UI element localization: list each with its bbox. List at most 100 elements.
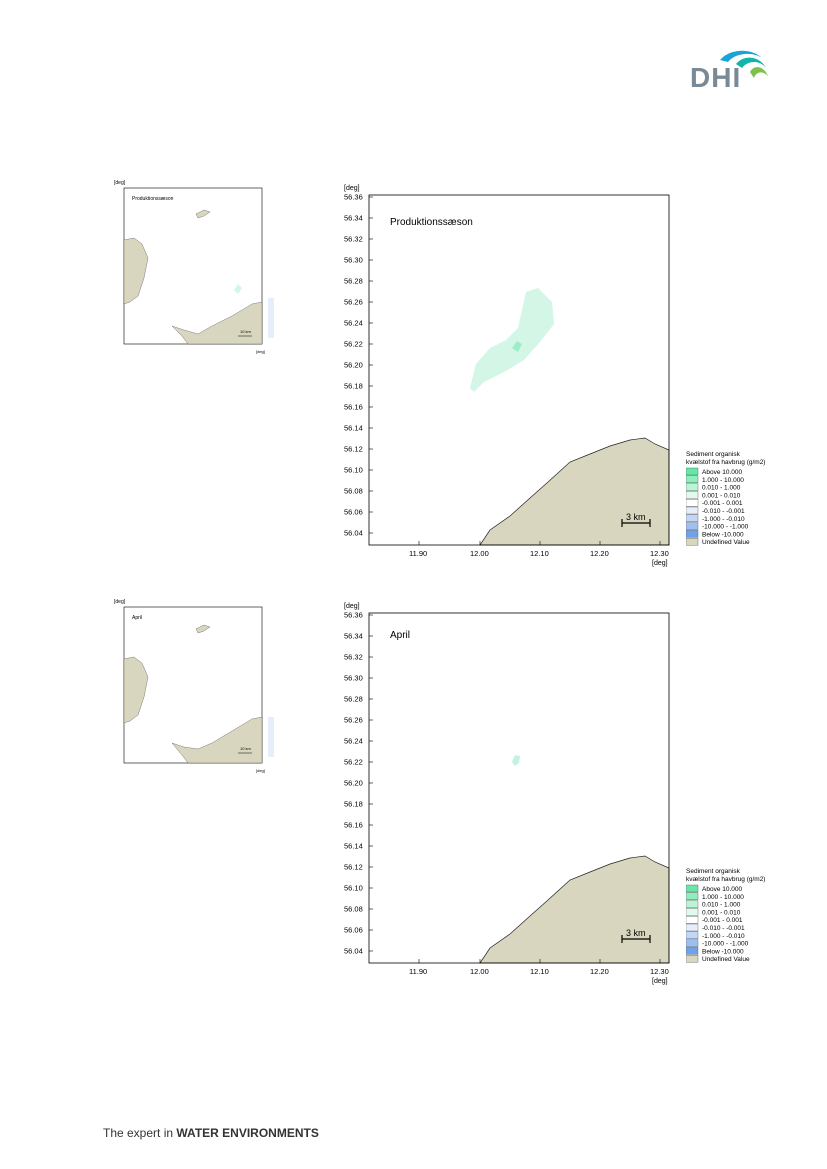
axis-unit-top: [deg] xyxy=(344,185,360,192)
legend-swatch xyxy=(685,499,699,507)
y-tick-label: 56.08 xyxy=(344,487,363,496)
y-tick-label: 56.36 xyxy=(344,193,363,202)
legend-swatch xyxy=(685,939,699,947)
overview-title: April xyxy=(132,615,142,621)
legend-swatch xyxy=(685,537,699,546)
x-tick-label: 12.20 xyxy=(590,967,609,976)
legend-label: Above 10.000 xyxy=(702,469,743,476)
legend-swatch xyxy=(685,908,699,916)
legend-label: Undefined Value xyxy=(702,956,750,963)
overview-scale-label: 10 km xyxy=(240,329,252,334)
legend-label: 1.000 - 10.000 xyxy=(702,477,744,484)
scale-bar: 3 km xyxy=(621,512,651,527)
y-tick-label: 56.36 xyxy=(344,611,363,620)
y-tick-label: 56.16 xyxy=(344,403,363,412)
legend-subtitle: kvælstof fra havbrug (g/m2) xyxy=(686,459,765,466)
legend-subtitle: kvælstof fra havbrug (g/m2) xyxy=(686,876,765,883)
y-tick-label: 56.18 xyxy=(344,800,363,809)
overview-map-production: [deg] Produktionssæson 10 km [deg] xyxy=(112,178,322,362)
y-tick-label: 56.12 xyxy=(344,445,363,454)
y-tick-label: 56.30 xyxy=(344,674,363,683)
x-tick-label: 11.90 xyxy=(409,967,427,976)
legend-label: 0.010 - 1.000 xyxy=(702,902,741,909)
y-tick-label: 56.20 xyxy=(344,779,363,788)
legend-swatch xyxy=(685,514,699,523)
map-title: April xyxy=(390,630,410,641)
legend-label: -1.000 - -0.010 xyxy=(702,516,745,523)
axis-unit-top: [deg] xyxy=(344,603,360,610)
dhi-wave-icon xyxy=(720,50,768,78)
map-panel-production: [deg] 3 km Produktionssæson 56.36 56.34 56… xyxy=(340,180,686,572)
legend-label: 0.001 - 0.010 xyxy=(702,492,741,499)
y-tick-label: 56.22 xyxy=(344,340,363,349)
overview-unit-top: [deg] xyxy=(114,180,126,186)
y-tick-label: 56.28 xyxy=(344,695,363,704)
overview-map-april: [deg] April 10 km [deg] xyxy=(112,597,322,781)
overview-unit-bottom: [deg] xyxy=(256,349,265,354)
legend-swatch xyxy=(685,931,699,940)
legend-label: -10.000 - -1.000 xyxy=(702,524,749,531)
y-tick-label: 56.26 xyxy=(344,298,363,307)
footer-emphasis: WATER ENVIRONMENTS xyxy=(176,1126,319,1140)
footer-prefix: The expert in xyxy=(103,1126,177,1140)
legend-swatch xyxy=(685,900,699,908)
y-tick-label: 56.34 xyxy=(344,214,363,223)
legend-swatch xyxy=(685,923,699,932)
logo-wordmark: DHI xyxy=(690,62,742,93)
axis-unit-bottom: [deg] xyxy=(652,560,668,567)
x-tick-label: 12.10 xyxy=(530,967,549,976)
scale-bar-label: 3 km xyxy=(626,928,646,938)
legend-label: -1.000 - -0.010 xyxy=(702,933,745,940)
x-tick-label: 12.00 xyxy=(470,967,489,976)
y-tick-label: 56.06 xyxy=(344,926,363,935)
axis-unit-bottom: [deg] xyxy=(652,978,668,985)
y-tick-label: 56.06 xyxy=(344,508,363,517)
x-tick-label: 12.10 xyxy=(530,549,549,558)
y-tick-label: 56.12 xyxy=(344,863,363,872)
legend-label: Below -10.000 xyxy=(702,531,744,538)
y-tick-label: 56.10 xyxy=(344,884,363,893)
plume-area-light xyxy=(512,755,520,766)
footer-tagline: The expert in WATER ENVIRONMENTS xyxy=(103,1126,319,1140)
map-panel-svg: [deg] 3 km Produktionssæson 56.36 56.34 56… xyxy=(344,185,670,567)
overview-unit-top: [deg] xyxy=(114,599,126,605)
map-panel-svg: [deg] 3 km April 56.36 56.34 56.32 56.30 56.… xyxy=(344,603,670,985)
x-tick-label: 12.00 xyxy=(470,549,489,558)
x-tick-label: 12.30 xyxy=(650,967,669,976)
y-tick-label: 56.14 xyxy=(344,842,363,851)
legend-label: Below -10.000 xyxy=(702,948,744,955)
legend-swatch xyxy=(685,506,699,515)
legend-swatch xyxy=(685,916,699,924)
map-panel-april: [deg] 3 km April 56.36 56.34 56.32 56.30 56.… xyxy=(340,598,686,990)
overview-unit-bottom: [deg] xyxy=(256,768,265,773)
legend-swatch xyxy=(685,530,699,538)
y-tick-label: 56.34 xyxy=(344,632,363,641)
land-area xyxy=(479,437,670,546)
legend-label: -0.010 - -0.001 xyxy=(702,508,745,515)
legend-swatch xyxy=(685,491,699,499)
overview-scale-label: 10 km xyxy=(240,746,252,751)
legend-label: Above 10.000 xyxy=(702,886,743,893)
y-tick-label: 56.10 xyxy=(344,466,363,475)
y-tick-label: 56.16 xyxy=(344,821,363,830)
legend-swatch xyxy=(685,522,699,530)
legend-label: 1.000 - 10.000 xyxy=(702,894,744,901)
legend-label: 0.010 - 1.000 xyxy=(702,485,741,492)
y-tick-label: 56.20 xyxy=(344,361,363,370)
legend-label: -0.010 - -0.001 xyxy=(702,925,745,932)
plume-area-light xyxy=(470,288,554,392)
x-tick-label: 12.20 xyxy=(590,549,609,558)
dhi-logo: DHI xyxy=(690,46,770,94)
legend-swatch xyxy=(685,954,699,963)
legend-title: Sediment organisk xyxy=(686,451,741,458)
y-tick-label: 56.04 xyxy=(344,947,363,956)
legend-swatch xyxy=(685,467,699,476)
y-tick-label: 56.30 xyxy=(344,256,363,265)
plume-area-core xyxy=(512,341,522,352)
y-tick-label: 56.24 xyxy=(344,737,363,746)
legend-swatch xyxy=(685,483,699,491)
legend-label: -10.000 - -1.000 xyxy=(702,941,749,948)
y-tick-label: 56.08 xyxy=(344,905,363,914)
legend-swatch xyxy=(685,475,699,483)
legend-label: -0.001 - 0.001 xyxy=(702,917,743,924)
